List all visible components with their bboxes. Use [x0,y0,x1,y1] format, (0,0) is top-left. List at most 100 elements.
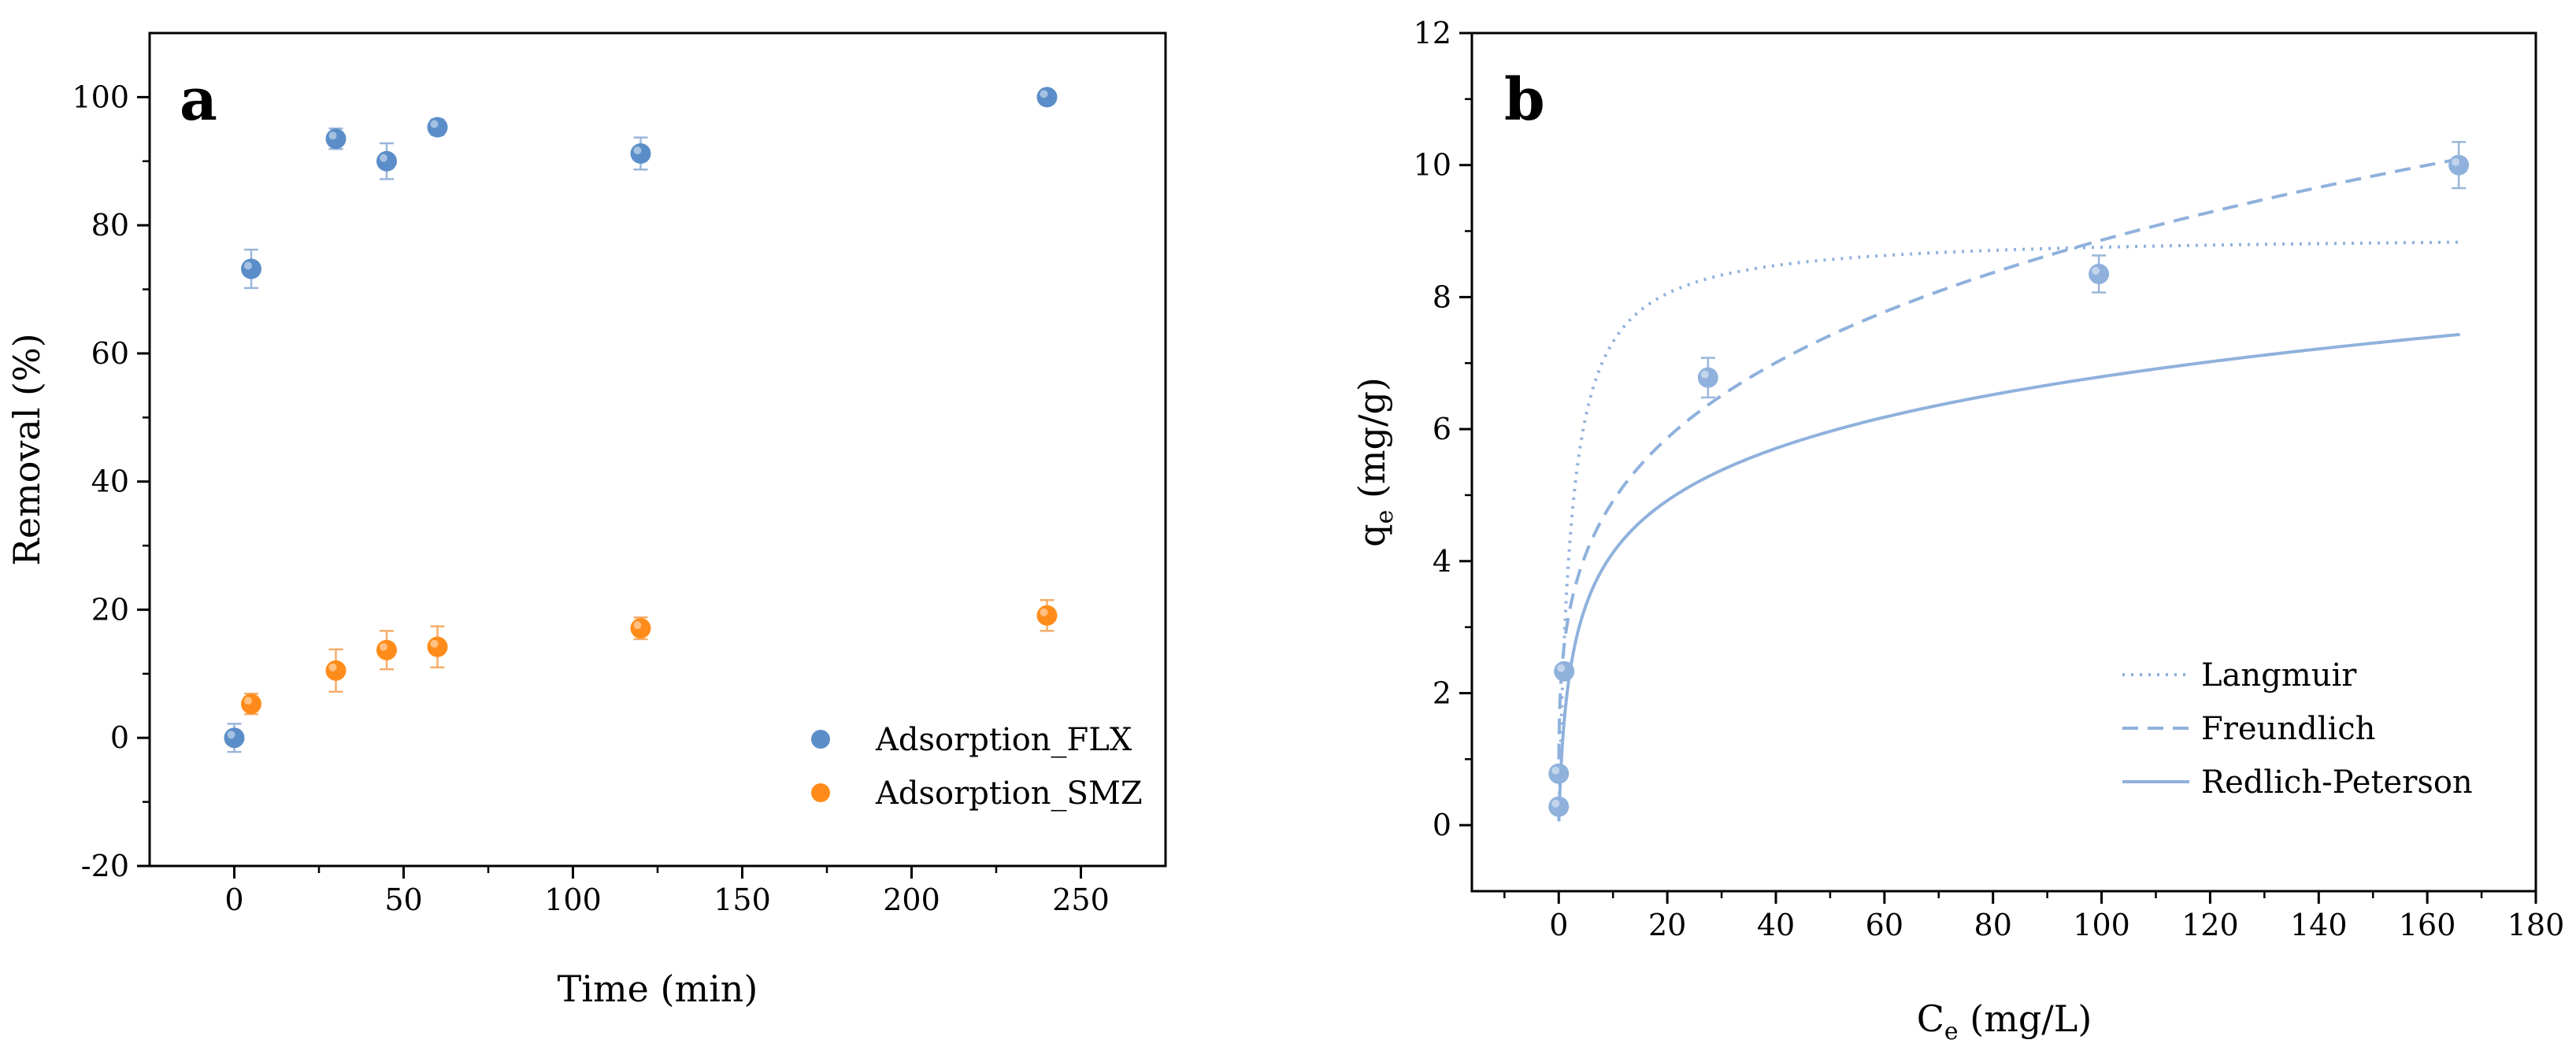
legend-redlich-peterson-label: Redlich-Peterson [2201,764,2473,801]
data-point [1036,605,1058,626]
data-point [241,258,261,279]
data-point [2089,264,2110,285]
panel-a: a 0 50 100 150 200 250 -20 0 20 40 60 80 100 Time (m… [6,31,1167,1010]
data-point-highlight [1040,608,1048,616]
data-point-highlight [633,146,642,155]
legend-flx-label: Adsorption_FLX [875,722,1132,758]
data-point-highlight [1551,766,1560,775]
panel-a-legend: Adsorption_FLX Adsorption_SMZ [811,722,1143,812]
data-point-highlight [1700,370,1709,379]
panel-b-plot-frame [1470,31,2537,893]
panel-a-data [224,87,1058,753]
panel-a-y-axis-title: Removal (%) [6,333,48,566]
data-point [376,150,397,172]
x-tick-label: 40 [1757,908,1795,942]
y-title-main: q [1351,524,1393,546]
x-tick-label: 180 [2507,908,2565,942]
x-tick-label: 160 [2399,908,2456,942]
x-tick-label: 100 [2073,908,2130,942]
data-point [376,639,397,661]
y-tick-label: 0 [1433,808,1451,842]
y-title-rest: (mg/g) [1351,377,1393,510]
data-point [325,128,347,150]
data-point-highlight [328,663,337,672]
y-tick-label: 60 [91,336,129,371]
x-tick-label: 150 [713,883,771,917]
data-point-highlight [430,639,439,648]
y-tick-label: 8 [1433,279,1451,314]
data-point-highlight [2092,267,2100,276]
data-point-highlight [244,261,252,270]
data-point [427,636,448,657]
y-tick-label: 100 [72,80,129,114]
fit-curve-redlich-peterson [1557,332,2460,822]
data-point [630,143,651,165]
y-tick-label: 10 [1414,148,1451,183]
data-point [1554,661,1575,682]
y-tick-label: 80 [91,208,129,242]
data-point-highlight [380,154,387,162]
data-point [1697,367,1718,388]
x-tick-label: 80 [1974,908,2012,942]
panel-b-x-axis-title: Ce (mg/L) [1917,997,2092,1045]
y-tick-label: 2 [1433,675,1451,710]
x-tick-label: 50 [384,883,422,917]
panel-b-fit-curves [1557,157,2460,822]
data-point [1548,796,1570,817]
panel-b-letter: b [1504,66,1545,134]
x-tick-label: 20 [1648,908,1686,942]
data-point-highlight [380,642,387,651]
data-point [427,117,448,138]
y-tick-label: 40 [91,464,129,499]
data-point [241,694,261,715]
legend-langmuir-label: Langmuir [2201,657,2357,694]
x-tick-label: 140 [2290,908,2348,942]
y-tick-label: 12 [1414,16,1451,50]
panel-a-ticks: 0 50 100 150 200 250 -20 0 20 40 60 80 100 [72,80,1109,917]
x-tick-label: 250 [1052,883,1110,917]
data-point [325,660,347,681]
data-point [630,618,651,639]
panel-a-x-axis-title: Time (min) [558,968,758,1010]
x-tick-label: 120 [2181,908,2239,942]
x-tick-label: 100 [544,883,602,917]
panel-b-y-axis-title: qe (mg/g) [1351,377,1399,547]
data-point-highlight [633,621,642,630]
data-point-highlight [328,131,337,140]
panel-b: b 0 20 40 60 80 100 120 140 160 180 0 2 4 6 8 10 12 Ce (… [1351,16,2564,1045]
legend-freundlich-label: Freundlich [2201,711,2375,747]
panel-b-ticks: 0 20 40 60 80 100 120 140 160 180 0 2 4 6 8 10 12 [1414,16,2565,942]
legend-flx-marker [811,730,830,749]
data-point-highlight [1557,664,1566,672]
data-point-highlight [1551,799,1560,808]
y-tick-label: 6 [1433,412,1451,446]
panel-a-letter: a [180,66,217,134]
y-tick-label: -20 [81,849,129,883]
panel-b-data [1548,141,2470,817]
fit-curve-langmuir [1557,240,2460,820]
x-title-rest: (mg/L) [1959,997,2092,1040]
panel-b-legend: Langmuir Freundlich Redlich-Peterson [2122,657,2473,801]
y-tick-label: 0 [110,720,129,755]
fit-curve-freundlich [1557,157,2460,760]
x-title-main: C [1917,997,1944,1040]
data-point-highlight [1040,90,1048,98]
y-title-sub: e [1371,510,1399,524]
x-title-sub: e [1944,1018,1959,1045]
data-point [224,727,245,749]
legend-smz-marker [811,783,830,802]
legend-smz-label: Adsorption_SMZ [875,775,1143,812]
data-point-highlight [227,731,235,739]
data-point [2448,154,2470,176]
x-tick-label: 60 [1866,908,1903,942]
x-tick-label: 0 [224,883,243,917]
data-point-highlight [430,120,439,128]
data-point [1548,763,1570,784]
x-tick-label: 200 [883,883,940,917]
x-tick-label: 0 [1549,908,1568,942]
data-point-highlight [244,697,252,705]
y-tick-label: 20 [91,592,129,627]
y-tick-label: 4 [1433,544,1451,579]
data-point-highlight [2452,157,2460,166]
